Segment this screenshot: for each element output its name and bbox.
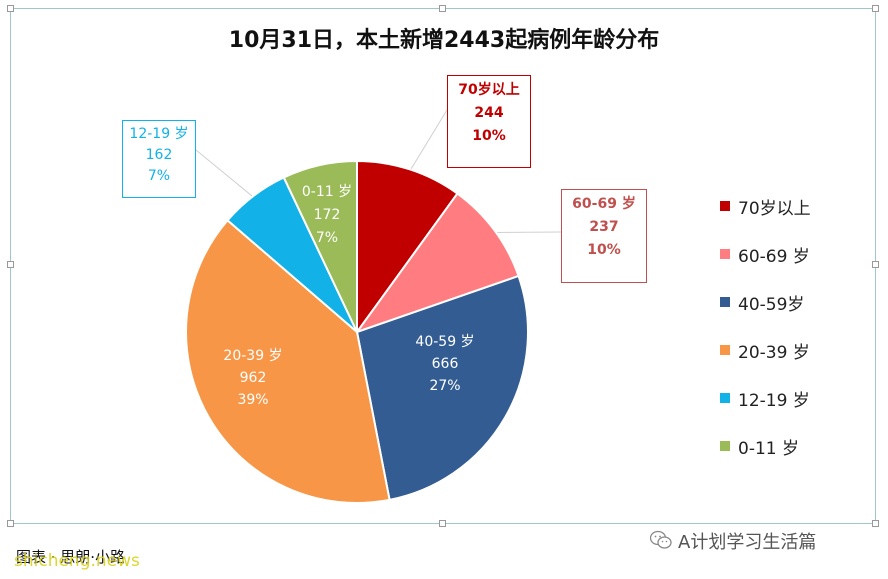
legend-swatch [720,441,730,451]
inner-value: 666 [431,356,459,372]
callout-label: 12-19 岁 [129,126,189,142]
resize-handle[interactable] [872,520,879,527]
legend-swatch [720,297,730,307]
pie-slices [185,159,529,505]
pie-slice [282,159,358,333]
inner-label: 40-59 岁 [415,334,475,350]
legend-item: 40-59岁 [720,278,811,326]
legend-item: 20-39 岁 [720,326,811,374]
pie-slice [185,218,391,505]
callout-percent: 10% [587,242,621,258]
inner-value: 962 [239,370,267,386]
inner-percent: 39% [237,392,269,408]
resize-handle[interactable] [7,520,14,527]
resize-handle[interactable] [7,5,14,12]
inner-label: 0-11 岁 [301,184,353,200]
pie-slice [354,192,520,334]
legend-label: 0-11 岁 [738,438,799,459]
callout-60-69: 60-69 岁 237 10% [561,189,647,283]
watermark-text: A计划学习生活篇 [678,532,817,553]
inner-percent: 27% [429,378,461,394]
callout-percent: 10% [472,128,506,144]
inner-percent: 7% [315,230,339,246]
legend-item: 12-19 岁 [720,374,811,422]
chart-legend: 70岁以上 60-69 岁 40-59岁 20-39 岁 12-19 岁 0-1… [720,182,811,470]
resize-handle[interactable] [7,261,14,268]
legend-label: 12-19 岁 [738,390,810,411]
leader-line [195,149,257,200]
chart-title: 10月31日，本土新增2443起病例年龄分布 [228,28,660,53]
inner-label-20-39: 20-39 岁 962 39% [208,342,298,411]
pie-slice [355,274,529,502]
legend-swatch [720,249,730,259]
resize-handle[interactable] [872,261,879,268]
wechat-icon [650,530,672,549]
resize-handle[interactable] [439,520,446,527]
chart-credit: 图表 · 思朗·小路 [16,548,126,566]
legend-swatch [720,393,730,403]
legend-item: 0-11 岁 [720,422,811,470]
callout-12-19: 12-19 岁 162 7% [122,120,196,198]
legend-item: 70岁以上 [720,182,811,230]
callout-70-plus: 70岁以上 244 10% [447,75,531,168]
legend-swatch [720,345,730,355]
legend-label: 20-39 岁 [738,342,810,363]
legend-label: 60-69 岁 [738,246,810,267]
callout-percent: 7% [147,168,171,184]
site-watermark: shicheng.news [14,551,140,571]
callout-value: 237 [589,219,619,235]
pie-slice [356,159,459,336]
legend-item: 60-69 岁 [720,230,811,278]
callout-label: 70岁以上 [458,82,520,98]
inner-label-0-11: 0-11 岁 172 7% [292,178,362,250]
resize-handle[interactable] [872,5,879,12]
leader-line [408,109,448,174]
callout-label: 60-69 岁 [572,196,636,212]
legend-label: 40-59岁 [738,294,805,315]
callout-value: 162 [145,147,173,163]
legend-swatch [720,201,730,211]
callout-value: 244 [474,105,504,121]
legend-label: 70岁以上 [738,198,811,219]
inner-value: 172 [313,207,341,223]
leader-lines [195,109,562,233]
inner-label-40-59: 40-59 岁 666 27% [400,328,490,397]
inner-label: 20-39 岁 [223,348,283,364]
resize-handle[interactable] [439,5,446,12]
